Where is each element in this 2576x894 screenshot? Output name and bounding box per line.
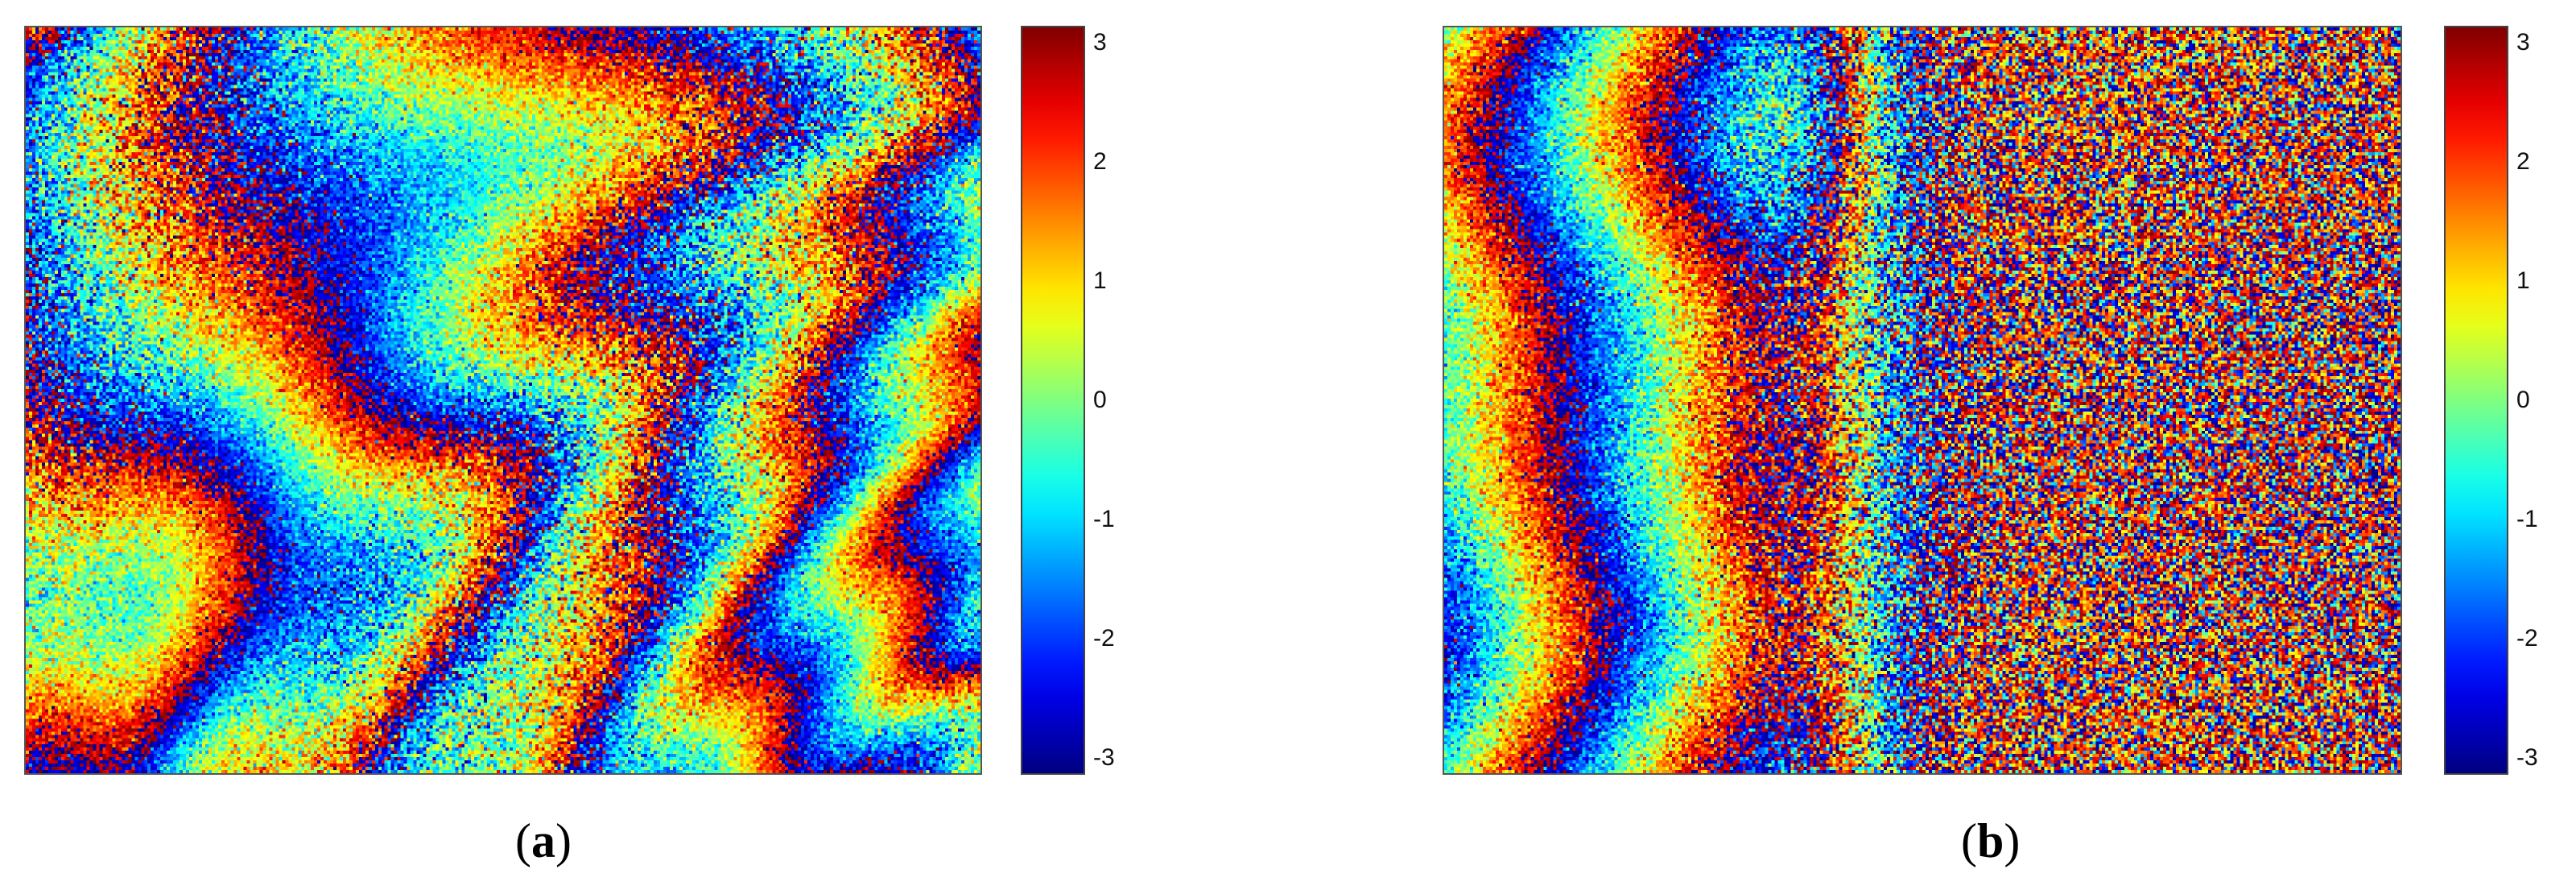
colorbar-tick-label: 2 [1093, 147, 1107, 175]
colorbar-tick-label: -2 [2516, 625, 2538, 652]
colorbar-a [1021, 26, 1085, 775]
colorbar-tick-label: 1 [1093, 267, 1107, 294]
colorbar-ticks-b: 3 2 1 0 -1 -2 -3 [2516, 26, 2573, 775]
colorbar-tick-label: 0 [1093, 387, 1107, 413]
phase-map-b [1443, 26, 2402, 775]
colorbar-tick-label: 0 [2516, 387, 2530, 413]
figure-panel-a: 3 2 1 0 -1 -2 -3 (a) [24, 26, 1150, 867]
phase-map-a [24, 26, 982, 775]
colorbar-tick-label: -3 [1093, 744, 1115, 772]
colorbar-tick-label: 2 [2516, 147, 2530, 175]
colorbar-b [2444, 26, 2508, 775]
colorbar-tick-label: 1 [2516, 267, 2530, 294]
colorbar-tick-label: 3 [1093, 28, 1107, 56]
caption-b: (b) [1961, 814, 2021, 867]
figure-panel-b: 3 2 1 0 -1 -2 -3 (b) [1288, 0, 2576, 894]
colorbar-ticks-a: 3 2 1 0 -1 -2 -3 [1093, 26, 1150, 775]
colorbar-tick-label: -1 [2516, 506, 2538, 533]
colorbar-tick-label: -2 [1093, 625, 1115, 652]
caption-a: (a) [515, 814, 572, 867]
colorbar-tick-label: -1 [1093, 506, 1115, 533]
colorbar-tick-label: 3 [2516, 28, 2530, 56]
colorbar-tick-label: -3 [2516, 744, 2538, 772]
